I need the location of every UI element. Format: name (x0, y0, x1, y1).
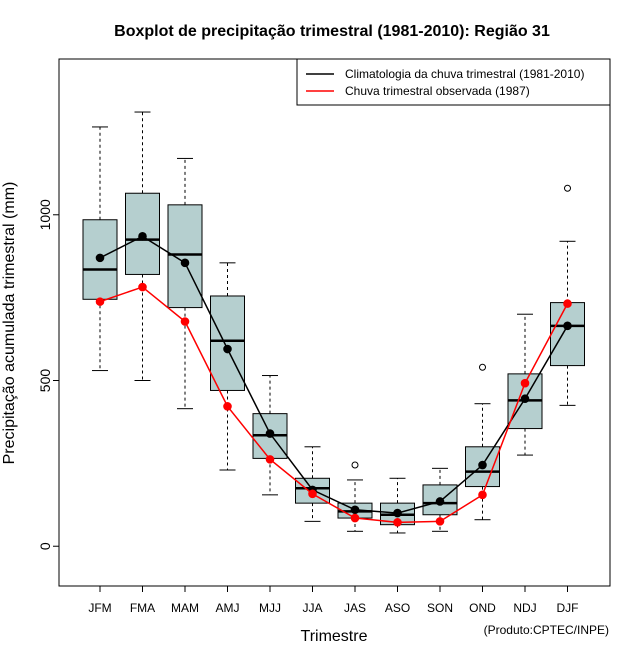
series-point-climatology (350, 505, 360, 515)
series-point-climatology (478, 460, 487, 470)
x-tick-label: ASO (385, 601, 410, 615)
x-tick-label: JFM (88, 601, 111, 615)
legend-label-observed: Chuva trimestral observada (1987) (345, 84, 530, 98)
x-tick-label: SON (427, 601, 453, 615)
legend: Climatologia da chuva trimestral (1981-2… (296, 58, 611, 106)
box-body (210, 295, 245, 391)
series-point-climatology (393, 508, 402, 518)
x-axis: JFM FMA MAM AMJ MJJ JJA JAS ASO SON OND NDJ DJF (88, 586, 579, 615)
series-point-observed (138, 282, 147, 292)
series-point-observed (95, 297, 105, 306)
box-fma (125, 111, 160, 382)
series-point-climatology (265, 429, 275, 438)
box-amj (210, 262, 245, 471)
series-point-observed (223, 402, 232, 411)
legend-label-climatology: Climatologia da chuva trimestral (1981-2… (345, 67, 584, 81)
series-point-observed (350, 513, 360, 523)
series-point-climatology (520, 394, 530, 404)
series-line-observed (99, 286, 569, 524)
credit-text: (Produto:CPTEC/INPE) (484, 623, 609, 637)
boxplot-boxes (82, 111, 585, 534)
series-point-observed (180, 317, 190, 326)
series-point-observed (520, 378, 530, 388)
x-tick-label: DJF (557, 601, 579, 615)
legend-box (296, 58, 611, 106)
box-body (550, 302, 585, 367)
x-tick-label: AMJ (216, 601, 240, 615)
x-tick-label: JJA (302, 601, 322, 615)
series-line-climatology (99, 235, 569, 514)
box-djf (550, 184, 585, 406)
x-tick-label: OND (469, 601, 496, 615)
x-tick-label: JAS (344, 601, 366, 615)
series-point-observed (393, 518, 402, 527)
box-mam (167, 157, 203, 410)
box-body (125, 192, 160, 275)
series-point-climatology (223, 344, 232, 354)
series-point-climatology (563, 321, 572, 331)
x-axis-label: Trimestre (301, 628, 368, 645)
series-lines (95, 232, 572, 527)
y-axis: 0 500 1000 (37, 199, 59, 550)
outlier-point (479, 363, 486, 371)
series-point-observed (308, 489, 317, 499)
box-jfm (82, 126, 118, 372)
series-point-climatology (138, 232, 147, 241)
y-tick-label: 0 (37, 542, 53, 550)
outlier-point (351, 461, 359, 469)
x-tick-label: NDJ (513, 601, 536, 615)
series-point-observed (478, 490, 487, 500)
x-tick-label: MAM (171, 601, 199, 615)
x-tick-label: FMA (130, 601, 155, 615)
y-axis-label: Precipitação acumulada trimestral (mm) (1, 182, 18, 465)
series-point-climatology (95, 253, 105, 263)
y-tick-label: 1000 (37, 199, 53, 230)
series-point-climatology (435, 497, 445, 506)
series-point-observed (435, 517, 445, 526)
y-tick-label: 500 (37, 369, 53, 393)
series-point-observed (563, 299, 572, 308)
outlier-point (564, 184, 571, 192)
series-point-climatology (180, 258, 190, 268)
x-tick-label: MJJ (259, 601, 281, 615)
chart-title: Boxplot de precipitação trimestral (1981… (114, 23, 550, 40)
series-point-observed (265, 455, 275, 464)
